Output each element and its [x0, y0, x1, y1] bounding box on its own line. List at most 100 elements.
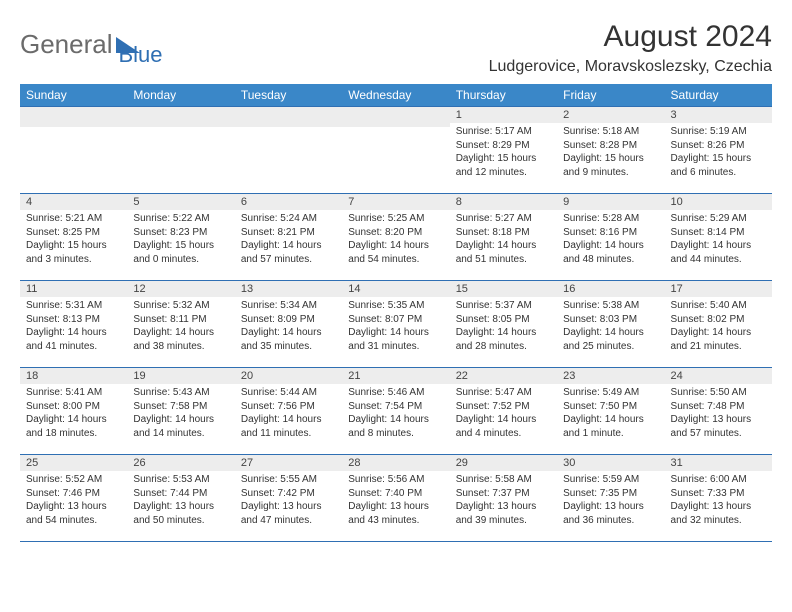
daylight-line: Daylight: 14 hours and 35 minutes.	[241, 326, 336, 353]
day-cell: 24Sunrise: 5:50 AMSunset: 7:48 PMDayligh…	[665, 368, 772, 455]
sunset-line: Sunset: 8:11 PM	[133, 313, 228, 327]
sunrise-line: Sunrise: 5:38 AM	[563, 299, 658, 313]
day-details: Sunrise: 5:41 AMSunset: 8:00 PMDaylight:…	[20, 384, 127, 444]
empty-cell	[342, 107, 449, 194]
day-number: 9	[557, 194, 664, 210]
day-cell: 10Sunrise: 5:29 AMSunset: 8:14 PMDayligh…	[665, 194, 772, 281]
sunrise-line: Sunrise: 5:29 AM	[671, 212, 766, 226]
daylight-line: Daylight: 15 hours and 6 minutes.	[671, 152, 766, 179]
sunrise-line: Sunrise: 5:46 AM	[348, 386, 443, 400]
calendar-row: 1Sunrise: 5:17 AMSunset: 8:29 PMDaylight…	[20, 107, 772, 194]
weekday-header: Friday	[557, 84, 664, 107]
day-number: 17	[665, 281, 772, 297]
brand-text-2: Blue	[119, 42, 163, 68]
day-details: Sunrise: 5:24 AMSunset: 8:21 PMDaylight:…	[235, 210, 342, 270]
sunrise-line: Sunrise: 5:27 AM	[456, 212, 551, 226]
daylight-line: Daylight: 15 hours and 12 minutes.	[456, 152, 551, 179]
weekday-header: Tuesday	[235, 84, 342, 107]
sunrise-line: Sunrise: 5:43 AM	[133, 386, 228, 400]
day-cell: 7Sunrise: 5:25 AMSunset: 8:20 PMDaylight…	[342, 194, 449, 281]
day-details: Sunrise: 5:25 AMSunset: 8:20 PMDaylight:…	[342, 210, 449, 270]
sunrise-line: Sunrise: 6:00 AM	[671, 473, 766, 487]
weekday-header-row: Sunday Monday Tuesday Wednesday Thursday…	[20, 84, 772, 107]
calendar-row: 4Sunrise: 5:21 AMSunset: 8:25 PMDaylight…	[20, 194, 772, 281]
daylight-line: Daylight: 15 hours and 0 minutes.	[133, 239, 228, 266]
day-details: Sunrise: 5:34 AMSunset: 8:09 PMDaylight:…	[235, 297, 342, 357]
sunrise-line: Sunrise: 5:58 AM	[456, 473, 551, 487]
weekday-header: Wednesday	[342, 84, 449, 107]
sunset-line: Sunset: 8:09 PM	[241, 313, 336, 327]
daylight-line: Daylight: 14 hours and 48 minutes.	[563, 239, 658, 266]
day-details: Sunrise: 5:29 AMSunset: 8:14 PMDaylight:…	[665, 210, 772, 270]
sunset-line: Sunset: 8:05 PM	[456, 313, 551, 327]
sunrise-line: Sunrise: 5:18 AM	[563, 125, 658, 139]
day-details: Sunrise: 5:46 AMSunset: 7:54 PMDaylight:…	[342, 384, 449, 444]
sunset-line: Sunset: 7:33 PM	[671, 487, 766, 501]
daylight-line: Daylight: 14 hours and 54 minutes.	[348, 239, 443, 266]
day-details: Sunrise: 5:38 AMSunset: 8:03 PMDaylight:…	[557, 297, 664, 357]
day-cell: 4Sunrise: 5:21 AMSunset: 8:25 PMDaylight…	[20, 194, 127, 281]
weekday-header: Sunday	[20, 84, 127, 107]
day-number: 1	[450, 107, 557, 123]
day-details: Sunrise: 5:55 AMSunset: 7:42 PMDaylight:…	[235, 471, 342, 531]
sunset-line: Sunset: 7:35 PM	[563, 487, 658, 501]
daylight-line: Daylight: 14 hours and 25 minutes.	[563, 326, 658, 353]
sunrise-line: Sunrise: 5:21 AM	[26, 212, 121, 226]
calendar-body: 1Sunrise: 5:17 AMSunset: 8:29 PMDaylight…	[20, 107, 772, 542]
day-cell: 30Sunrise: 5:59 AMSunset: 7:35 PMDayligh…	[557, 455, 664, 542]
day-cell: 8Sunrise: 5:27 AMSunset: 8:18 PMDaylight…	[450, 194, 557, 281]
sunset-line: Sunset: 8:23 PM	[133, 226, 228, 240]
sunrise-line: Sunrise: 5:44 AM	[241, 386, 336, 400]
day-cell: 9Sunrise: 5:28 AMSunset: 8:16 PMDaylight…	[557, 194, 664, 281]
day-cell: 28Sunrise: 5:56 AMSunset: 7:40 PMDayligh…	[342, 455, 449, 542]
weekday-header: Thursday	[450, 84, 557, 107]
sunrise-line: Sunrise: 5:41 AM	[26, 386, 121, 400]
day-details: Sunrise: 5:40 AMSunset: 8:02 PMDaylight:…	[665, 297, 772, 357]
day-cell: 20Sunrise: 5:44 AMSunset: 7:56 PMDayligh…	[235, 368, 342, 455]
daylight-line: Daylight: 14 hours and 38 minutes.	[133, 326, 228, 353]
day-details: Sunrise: 5:50 AMSunset: 7:48 PMDaylight:…	[665, 384, 772, 444]
day-details: Sunrise: 5:58 AMSunset: 7:37 PMDaylight:…	[450, 471, 557, 531]
day-details: Sunrise: 5:43 AMSunset: 7:58 PMDaylight:…	[127, 384, 234, 444]
day-cell: 3Sunrise: 5:19 AMSunset: 8:26 PMDaylight…	[665, 107, 772, 194]
sunset-line: Sunset: 8:02 PM	[671, 313, 766, 327]
daylight-line: Daylight: 14 hours and 31 minutes.	[348, 326, 443, 353]
day-number: 24	[665, 368, 772, 384]
sunrise-line: Sunrise: 5:34 AM	[241, 299, 336, 313]
day-number: 11	[20, 281, 127, 297]
sunrise-line: Sunrise: 5:40 AM	[671, 299, 766, 313]
day-number: 25	[20, 455, 127, 471]
day-number: 23	[557, 368, 664, 384]
day-details: Sunrise: 5:31 AMSunset: 8:13 PMDaylight:…	[20, 297, 127, 357]
sunset-line: Sunset: 8:26 PM	[671, 139, 766, 153]
sunset-line: Sunset: 7:52 PM	[456, 400, 551, 414]
sunset-line: Sunset: 7:40 PM	[348, 487, 443, 501]
daylight-line: Daylight: 14 hours and 41 minutes.	[26, 326, 121, 353]
sunset-line: Sunset: 8:18 PM	[456, 226, 551, 240]
sunset-line: Sunset: 8:03 PM	[563, 313, 658, 327]
sunrise-line: Sunrise: 5:17 AM	[456, 125, 551, 139]
sunrise-line: Sunrise: 5:50 AM	[671, 386, 766, 400]
sunset-line: Sunset: 8:25 PM	[26, 226, 121, 240]
day-details: Sunrise: 5:37 AMSunset: 8:05 PMDaylight:…	[450, 297, 557, 357]
day-number: 26	[127, 455, 234, 471]
sunset-line: Sunset: 8:14 PM	[671, 226, 766, 240]
day-number: 7	[342, 194, 449, 210]
daylight-line: Daylight: 13 hours and 50 minutes.	[133, 500, 228, 527]
day-cell: 15Sunrise: 5:37 AMSunset: 8:05 PMDayligh…	[450, 281, 557, 368]
empty-cell	[235, 107, 342, 194]
calendar-row: 25Sunrise: 5:52 AMSunset: 7:46 PMDayligh…	[20, 455, 772, 542]
header: General Blue August 2024 Ludgerovice, Mo…	[20, 20, 772, 76]
daylight-line: Daylight: 13 hours and 47 minutes.	[241, 500, 336, 527]
day-number: 29	[450, 455, 557, 471]
day-number: 14	[342, 281, 449, 297]
sunrise-line: Sunrise: 5:19 AM	[671, 125, 766, 139]
day-details: Sunrise: 5:59 AMSunset: 7:35 PMDaylight:…	[557, 471, 664, 531]
sunrise-line: Sunrise: 5:53 AM	[133, 473, 228, 487]
day-cell: 31Sunrise: 6:00 AMSunset: 7:33 PMDayligh…	[665, 455, 772, 542]
sunset-line: Sunset: 7:37 PM	[456, 487, 551, 501]
day-details: Sunrise: 5:35 AMSunset: 8:07 PMDaylight:…	[342, 297, 449, 357]
day-number: 16	[557, 281, 664, 297]
day-number: 15	[450, 281, 557, 297]
day-cell: 12Sunrise: 5:32 AMSunset: 8:11 PMDayligh…	[127, 281, 234, 368]
